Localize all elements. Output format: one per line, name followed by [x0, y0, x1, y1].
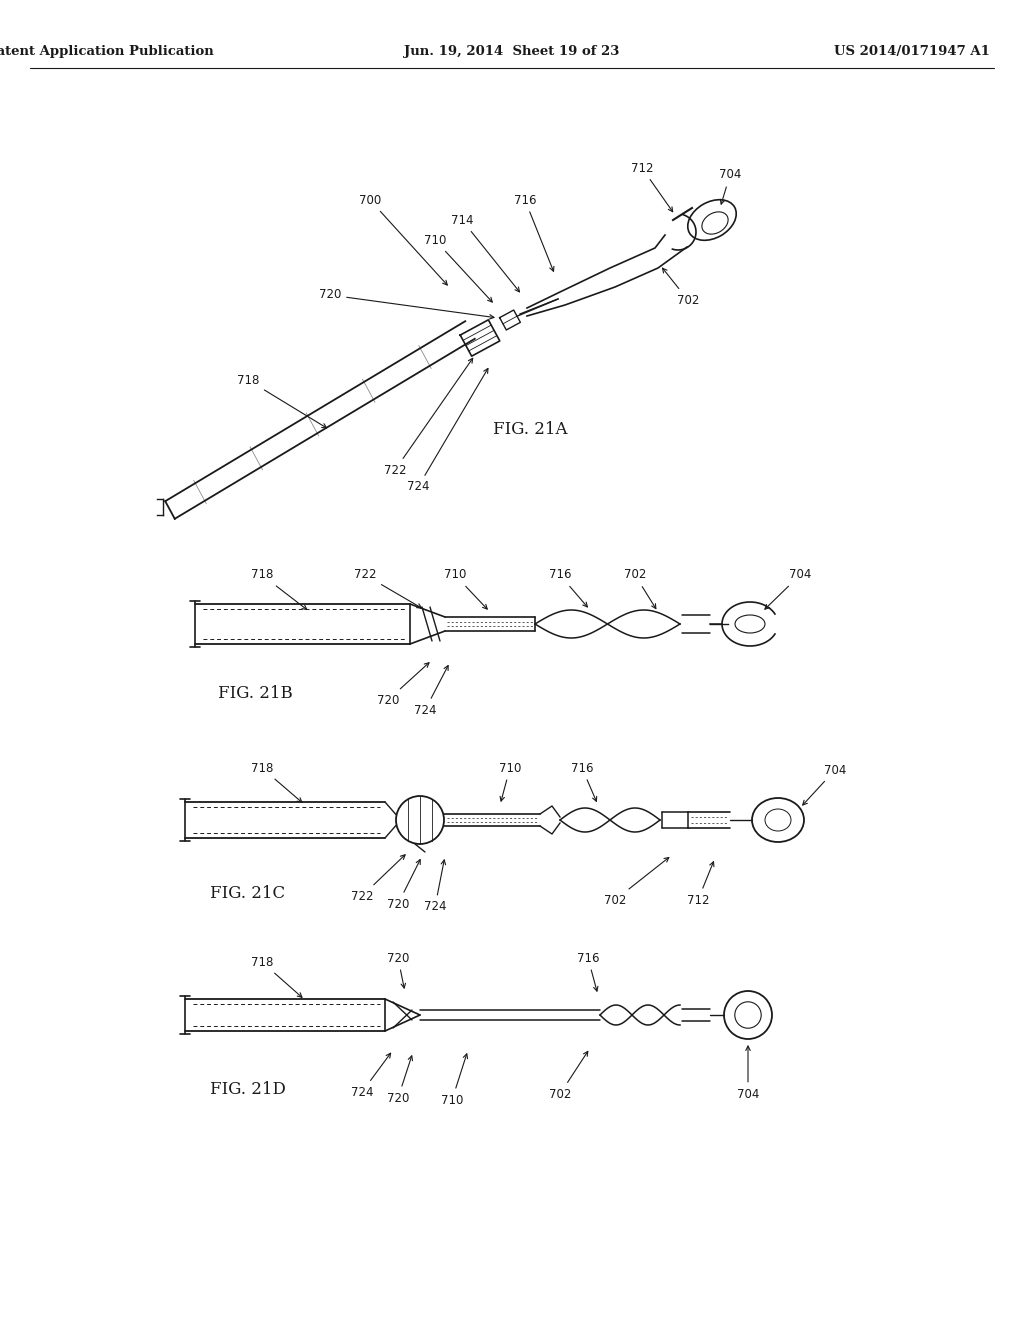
Text: 702: 702	[663, 268, 699, 306]
Text: 722: 722	[351, 855, 406, 903]
Text: 720: 720	[387, 952, 410, 989]
Text: 704: 704	[803, 763, 846, 805]
Text: 704: 704	[737, 1045, 759, 1101]
Text: US 2014/0171947 A1: US 2014/0171947 A1	[835, 45, 990, 58]
Text: 722: 722	[384, 358, 473, 477]
Text: 716: 716	[549, 569, 588, 607]
Text: 720: 720	[387, 1056, 413, 1105]
Text: 710: 710	[440, 1053, 468, 1106]
Text: 718: 718	[251, 762, 302, 803]
Text: 716: 716	[514, 194, 554, 272]
Text: FIG. 21B: FIG. 21B	[218, 685, 293, 701]
Text: 710: 710	[499, 762, 521, 801]
Text: 712: 712	[631, 161, 673, 211]
Text: 718: 718	[237, 374, 327, 428]
Text: 702: 702	[604, 858, 669, 907]
Text: Jun. 19, 2014  Sheet 19 of 23: Jun. 19, 2014 Sheet 19 of 23	[404, 45, 620, 58]
Text: 724: 724	[407, 368, 488, 494]
Text: FIG. 21C: FIG. 21C	[211, 884, 286, 902]
Text: 716: 716	[577, 952, 599, 991]
Text: 724: 724	[351, 1053, 390, 1098]
Text: 702: 702	[549, 1051, 588, 1101]
Text: 724: 724	[424, 859, 446, 913]
Text: 700: 700	[358, 194, 447, 285]
Text: 718: 718	[251, 569, 307, 610]
Text: 702: 702	[624, 569, 656, 609]
Text: 710: 710	[443, 569, 487, 609]
Text: FIG. 21A: FIG. 21A	[493, 421, 567, 438]
Text: Patent Application Publication: Patent Application Publication	[0, 45, 213, 58]
Text: 712: 712	[687, 862, 714, 907]
Text: 710: 710	[424, 234, 493, 302]
Text: 714: 714	[451, 214, 519, 292]
Text: 716: 716	[570, 762, 597, 801]
Text: 704: 704	[765, 569, 811, 610]
Text: 722: 722	[353, 569, 422, 609]
Text: 720: 720	[318, 289, 494, 319]
Text: 704: 704	[719, 169, 741, 205]
Text: 720: 720	[387, 859, 420, 911]
Text: 724: 724	[414, 665, 449, 717]
Text: FIG. 21D: FIG. 21D	[210, 1081, 286, 1098]
Text: 720: 720	[377, 663, 429, 706]
Text: 718: 718	[251, 956, 302, 998]
